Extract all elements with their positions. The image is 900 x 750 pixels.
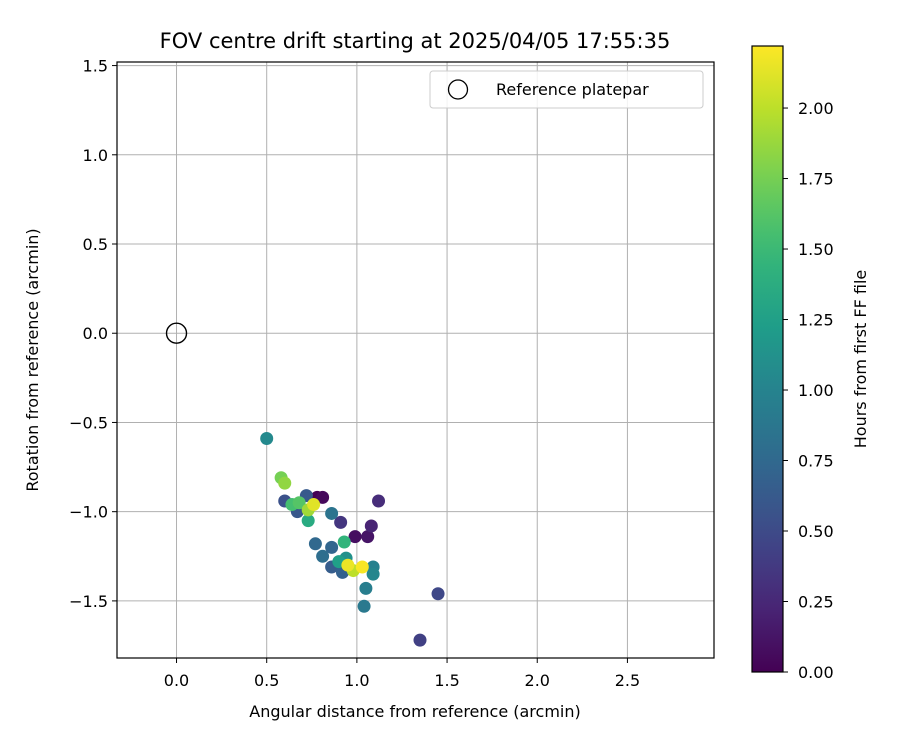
legend: Reference platepar [429,70,704,109]
y-tick-label: −1.5 [69,592,108,611]
data-point [325,506,339,520]
x-tick-label: 2.0 [525,671,550,690]
data-point [341,558,355,572]
data-point [413,633,427,647]
reference-marker-group [165,322,188,344]
plot-frame [116,61,715,659]
colorbar-gradient [752,46,783,672]
colorbar-tick-label: 0.75 [798,452,834,471]
data-point [357,599,371,613]
data-point [301,514,315,528]
data-point [316,490,330,504]
data-point [361,530,375,544]
x-tick-label: 2.5 [615,671,640,690]
data-point [334,515,348,529]
x-tick-label: 1.5 [434,671,459,690]
data-point [355,560,369,574]
data-point [348,530,362,544]
legend-label-reference: Reference platepar [496,80,649,99]
y-axis-ticks: 1.5 1.0 0.5 0.0 −0.5 −1.0 −1.5 [69,57,117,611]
reference-platepar-marker [165,322,188,344]
data-point [260,432,274,446]
colorbar-tick-label: 0.00 [798,663,834,682]
chart-title: FOV centre drift starting at 2025/04/05 … [160,29,671,53]
y-tick-label: −0.5 [69,413,108,432]
data-point [364,519,378,533]
y-axis-label: Rotation from reference (arcmin) [23,228,42,491]
colorbar-tick-label: 0.50 [798,522,834,541]
data-point [292,496,306,510]
x-tick-label: 1.0 [344,671,369,690]
x-axis-ticks: 0.0 0.5 1.0 1.5 2.0 2.5 [164,658,640,690]
data-point [372,494,386,508]
scatter-points [260,432,445,647]
data-point [359,581,373,595]
y-tick-label: 1.5 [83,57,108,76]
data-point [316,549,330,563]
data-point [278,476,292,490]
colorbar-tick-label: 0.25 [798,593,834,612]
colorbar-tick-label: 2.00 [798,99,834,118]
colorbar-ticks: 0.00 0.25 0.50 0.75 1.00 1.25 1.50 1.75 2.00 [783,99,834,682]
data-point [308,537,322,551]
legend-open-circle-icon [447,79,469,100]
colorbar-label: Hours from first FF file [851,270,870,449]
data-point [337,535,351,549]
data-point [307,498,321,512]
x-tick-label: 0.0 [164,671,189,690]
y-tick-label: −1.0 [69,503,108,522]
colorbar-frame [751,45,784,673]
colorbar-tick-label: 1.75 [798,170,834,189]
x-axis-label: Angular distance from reference (arcmin) [249,702,580,721]
x-tick-label: 0.5 [254,671,279,690]
data-point [431,587,445,601]
colorbar-tick-label: 1.50 [798,240,834,259]
data-point [325,540,339,554]
y-tick-label: 0.5 [83,235,108,254]
colorbar-tick-label: 1.25 [798,311,834,330]
y-tick-label: 0.0 [83,324,108,343]
y-tick-label: 1.0 [83,146,108,165]
data-point [366,567,380,581]
grid [117,62,714,658]
colorbar-tick-label: 1.00 [798,381,834,400]
legend-box [429,70,704,109]
